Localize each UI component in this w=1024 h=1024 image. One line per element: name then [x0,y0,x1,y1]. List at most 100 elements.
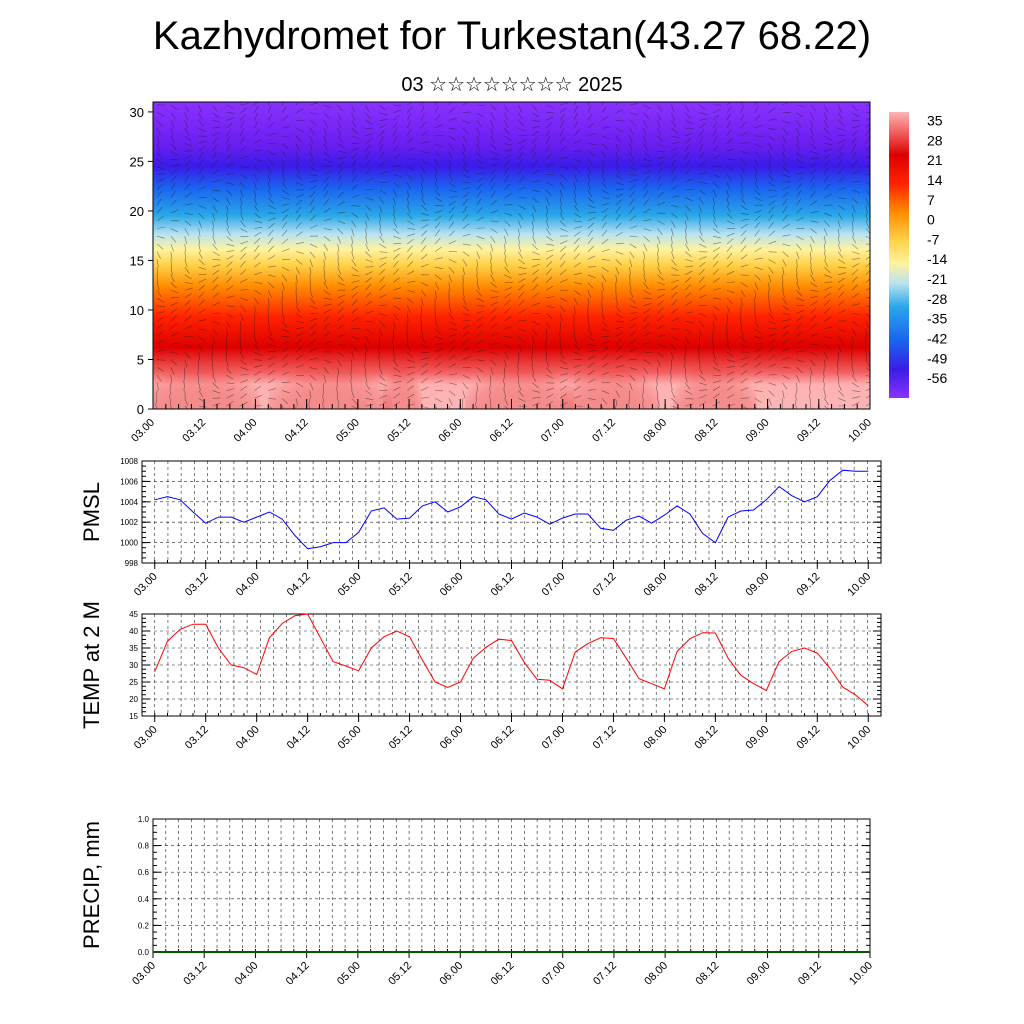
wind-barb [379,112,388,116]
wind-barb [629,323,637,330]
wind-barb [476,359,485,362]
wind-barb [629,267,631,276]
wind-barb [407,228,416,230]
wind-barb [518,205,526,210]
wind-barb [573,205,579,213]
wind-barb [657,191,664,198]
wind-barb [170,199,177,206]
wind-barb [476,207,483,214]
wind-barb [393,277,400,283]
wind-barb [504,183,510,191]
wind-barb [309,305,318,310]
wind-barb [851,130,859,137]
wind-barb [156,120,163,127]
wind-barb [254,138,262,144]
wind-barb [754,282,759,290]
wind-barb [643,120,648,128]
pmsl-grid [142,461,881,563]
wind-barb [309,259,313,267]
wind-barb [754,398,762,403]
wind-barb [309,135,314,144]
wind-barb [295,364,304,368]
wind-barb [476,166,485,169]
wind-barb [559,344,563,353]
wind-barb [379,395,388,399]
wind-barb [336,375,339,384]
wind-barb [351,205,360,207]
wind-barb [351,299,358,306]
wind-barb [268,282,275,289]
wind-barb [671,152,677,160]
wind-barb [684,212,689,221]
wind-barb [198,382,201,391]
temp-ytick-label: 15 [129,712,138,721]
wind-barb [351,285,359,291]
wind-barb [852,181,861,183]
wind-barb [379,197,385,205]
wind-barb [851,269,859,276]
wind-barb [323,282,329,290]
wind-barb [226,276,233,283]
wind-barb [698,161,706,167]
wind-barb [407,166,415,171]
wind-barb [295,274,298,283]
wind-barb [337,324,345,330]
wind-barb [615,174,622,180]
wind-barb [796,375,801,383]
wind-barb [295,213,301,221]
wind-barb [295,222,302,229]
wind-barb [657,324,665,330]
wind-barb [573,174,578,182]
wind-barb [323,128,327,136]
wind-barb [254,282,263,284]
wind-barb [781,405,783,409]
wind-barb [712,393,720,399]
wind-barb [726,166,734,172]
wind-barb [712,359,719,367]
wind-barb [740,356,749,360]
wind-barb [393,297,402,299]
wind-barb [170,259,172,268]
wind-barb [351,280,360,283]
precip-xtick-label: 07.12 [591,960,619,988]
wind-barb [851,374,857,382]
wind-barb [240,351,245,360]
wind-barb [420,105,425,113]
wind-barb [587,174,591,183]
wind-barb [782,297,788,305]
wind-barb [712,145,719,152]
wind-barb [657,201,665,206]
wind-barb [657,398,660,407]
wind-barb [573,272,582,276]
wind-barb [504,398,509,406]
wind-barb [407,233,415,237]
wind-barb [629,143,633,152]
wind-barb [420,158,428,165]
wind-barb [810,151,819,155]
wind-barb [184,127,190,136]
wind-barb [267,245,274,252]
wind-barb [504,292,512,299]
wind-barb [184,120,189,128]
wind-barb [170,274,175,283]
wind-barb [282,390,290,394]
wind-barb [671,236,673,245]
wind-barb [198,259,205,265]
wind-barb [560,240,568,245]
wind-barb [322,398,325,407]
wind-barb [393,104,402,107]
wind-barb [838,120,845,126]
wind-barb [796,143,800,152]
wind-barb [671,259,677,266]
wind-barb [560,102,568,106]
wind-barb [601,229,608,237]
temp-ytick-label: 25 [129,678,138,687]
wind-barb [615,382,623,388]
wind-barb [699,243,707,248]
wind-barb [504,236,507,245]
wind-barb [281,238,289,245]
wind-barb [851,228,855,237]
wind-barb [546,249,555,252]
wind-barb [601,266,609,272]
wind-barb [198,185,206,191]
